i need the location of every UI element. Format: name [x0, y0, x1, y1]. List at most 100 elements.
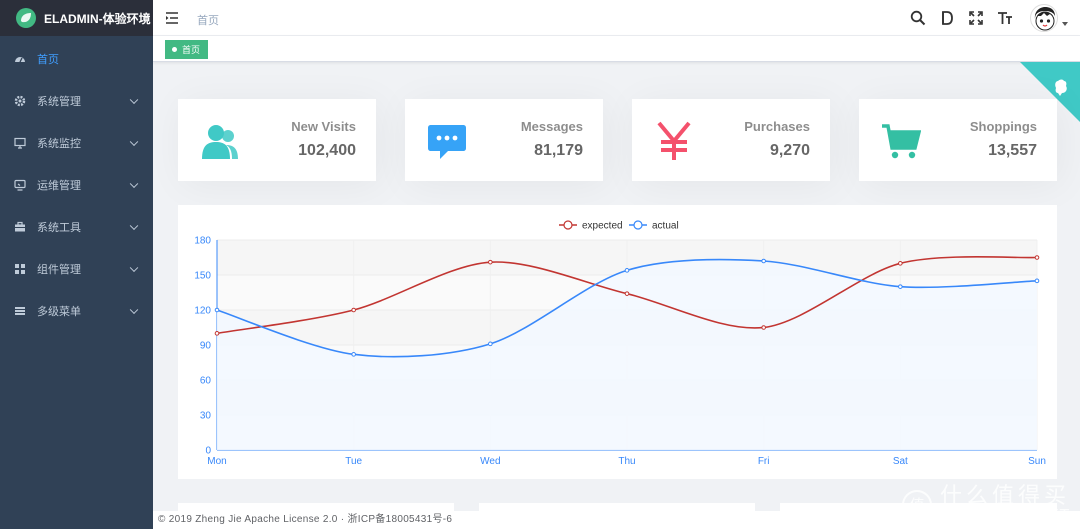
data-point-actual — [488, 341, 493, 347]
sidebar-item-components[interactable]: 组件管理 — [0, 248, 153, 290]
data-point-actual — [624, 268, 630, 273]
sidebar-item-label: 组件管理 — [37, 264, 81, 276]
sidebar-item-label: 系统监控 — [37, 138, 81, 150]
sidebar-item-ops[interactable]: 运维管理 — [0, 164, 153, 206]
sidebar-item-monitor[interactable]: 系统监控 — [0, 122, 153, 164]
sidebar-item-label: 运维管理 — [37, 180, 81, 192]
watermark: 值 什么值得买 SMYZ.NET — [901, 486, 1070, 523]
panel-value: 13,557 — [988, 142, 1037, 159]
panel-description: Shoppings 13,557 — [970, 119, 1037, 160]
github-corner[interactable] — [1020, 62, 1080, 122]
brand[interactable]: ELADMIN-体验环境 — [0, 0, 153, 36]
sidebar-item-multilevel[interactable]: 多级菜单 — [0, 290, 153, 332]
tag-dot — [172, 47, 177, 52]
series-area-actual — [217, 259, 1037, 450]
panel-shoppings[interactable]: Shoppings 13,557 — [859, 99, 1057, 181]
chevron-down-icon — [129, 263, 139, 273]
panel-description: New Visits 102,400 — [291, 119, 356, 160]
panel-label: New Visits — [291, 119, 356, 134]
line-chart-card: 0 30 60 90 120 150 180 Mon Tue Wed Thu Fri Sat Sun exp… — [178, 205, 1057, 479]
watermark-cn: 什么值得买 — [939, 484, 1070, 509]
components-icon — [14, 263, 26, 275]
panel-label: Messages — [520, 119, 583, 134]
sidebar-item-system[interactable]: 系统管理 — [0, 80, 153, 122]
gear-icon — [14, 95, 26, 107]
watermark-en: SMYZ.NET — [985, 506, 1070, 524]
panel-new-visits[interactable]: New Visits 102,400 — [178, 99, 376, 181]
tags-view: 首页 — [153, 36, 1080, 62]
data-point-actual — [351, 352, 356, 357]
y-tick-label: 150 — [194, 271, 211, 282]
chevron-down-icon — [129, 305, 139, 315]
footer: © 2019 Zheng Jie Apache License 2.0 · 浙I… — [153, 511, 1080, 529]
sidebar-item-label: 首页 — [37, 54, 59, 66]
sidebar-item-tools[interactable]: 系统工具 — [0, 206, 153, 248]
shopping-icon — [879, 119, 923, 163]
sidebar-item-label: 多级菜单 — [37, 306, 81, 318]
dashboard-icon — [14, 53, 26, 65]
watermark-text: 什么值得买 SMYZ.NET — [940, 486, 1070, 523]
data-point-expected — [624, 291, 630, 296]
caret-down-icon[interactable] — [1062, 22, 1068, 26]
navbar-actions — [908, 0, 1080, 36]
data-point-actual — [1034, 278, 1040, 284]
chevron-down-icon — [129, 137, 139, 147]
data-point-actual — [214, 307, 220, 313]
data-point-expected — [898, 261, 903, 266]
legend-label-actual: actual — [652, 221, 679, 232]
tag-label: 首页 — [182, 45, 201, 55]
fullscreen-icon[interactable] — [966, 8, 986, 28]
x-tick-label: Fri — [758, 456, 770, 467]
sidebar-item-label: 系统管理 — [37, 96, 81, 108]
data-point-expected — [351, 307, 356, 313]
panel-value: 102,400 — [298, 142, 356, 159]
panel-description: Messages 81,179 — [521, 119, 583, 160]
panel-label: Shoppings — [969, 119, 1037, 134]
x-tick-label: Thu — [618, 456, 635, 467]
data-point-actual — [898, 284, 903, 289]
doc-icon[interactable] — [937, 8, 957, 28]
hamburger-icon[interactable] — [165, 11, 179, 25]
x-tick-label: Tue — [345, 456, 362, 467]
data-point-expected — [761, 325, 766, 330]
tag-home[interactable]: 首页 — [165, 40, 209, 59]
toolbox-icon — [14, 221, 26, 233]
avatar[interactable] — [1030, 4, 1058, 32]
y-tick-label: 120 — [194, 306, 211, 317]
x-tick-label: Sat — [893, 456, 908, 467]
panel-value: 81,179 — [534, 142, 583, 159]
x-tick-label: Mon — [207, 456, 226, 467]
logo-icon — [16, 8, 36, 28]
sidebar-item-home[interactable]: 首页 — [0, 38, 153, 80]
panel-value: 9,270 — [769, 142, 810, 159]
x-tick-label: Sun — [1028, 456, 1046, 467]
legend-marker-actual — [633, 220, 643, 230]
y-tick-label: 0 — [205, 446, 211, 457]
server-icon — [14, 179, 26, 191]
line-chart[interactable]: 0 30 60 90 120 150 180 Mon Tue Wed Thu Fri Sat Sun exp… — [178, 205, 1057, 479]
panel-description: Purchases 9,270 — [744, 119, 810, 160]
y-tick-label: 60 — [200, 376, 212, 387]
y-tick-label: 90 — [200, 341, 212, 352]
data-point-actual — [761, 258, 766, 264]
app-title: ELADMIN-体验环境 — [44, 11, 151, 26]
message-icon — [425, 119, 469, 163]
people-icon — [198, 119, 242, 163]
sidebar-item-label: 系统工具 — [37, 222, 81, 234]
watermark-badge: 值 — [901, 489, 932, 520]
monitor-icon — [14, 137, 26, 149]
y-tick-label: 180 — [194, 236, 211, 247]
legend-marker-expected — [563, 220, 573, 230]
data-point-expected — [214, 331, 220, 336]
chevron-down-icon — [129, 179, 139, 189]
breadcrumb[interactable]: 首页 — [197, 15, 219, 27]
panel-purchases[interactable]: Purchases 9,270 — [632, 99, 830, 181]
sidebar-menu: 首页 系统管理 系统监控 运维管理 系统工具 — [0, 36, 153, 332]
panel-messages[interactable]: Messages 81,179 — [405, 99, 603, 181]
y-tick-label: 30 — [200, 411, 212, 422]
search-icon[interactable] — [908, 8, 928, 28]
chevron-down-icon — [129, 95, 139, 105]
font-size-icon[interactable] — [995, 8, 1015, 28]
panel-label: Purchases — [744, 119, 810, 134]
x-tick-label: Wed — [480, 456, 500, 467]
